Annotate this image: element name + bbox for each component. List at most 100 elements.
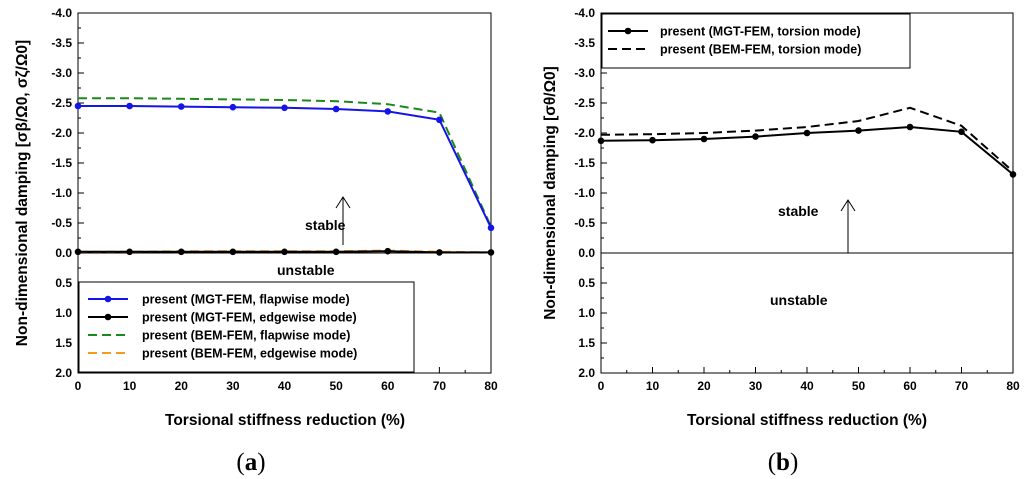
data-point xyxy=(229,103,237,111)
data-point xyxy=(332,248,340,256)
data-point xyxy=(229,248,237,256)
y-tick-label: 1.0 xyxy=(55,306,72,320)
unstable-label-b: unstable xyxy=(770,292,828,308)
stable-label-b: stable xyxy=(778,203,819,219)
x-axis-title-a: Torsional stiffness reduction (%) xyxy=(165,412,405,429)
stable-arrow-a xyxy=(335,196,351,245)
x-tick-label: 60 xyxy=(381,379,395,393)
y-tick-label: -2.5 xyxy=(574,96,595,110)
y-tick-label: -2.0 xyxy=(51,126,72,140)
panel-b: -4.0 -3.5 -3.0 -2.5 -2.0 -1.5 -1.0 -0.5 0.0 0.5 1.… xyxy=(542,6,1020,476)
panel-letter-b: b xyxy=(776,449,790,476)
data-point xyxy=(487,249,495,256)
data-point xyxy=(436,116,443,124)
y-tick-label: -3.5 xyxy=(574,36,595,50)
data-point xyxy=(597,137,605,145)
y-tick-label: -1.5 xyxy=(574,156,595,170)
y-tick-label: -0.5 xyxy=(574,216,595,230)
x-tick-label: 70 xyxy=(955,379,969,393)
data-point xyxy=(649,136,656,144)
y-tick-label: -1.5 xyxy=(51,156,72,170)
x-ticks-a: 0 10 20 30 40 50 60 70 80 xyxy=(75,367,498,393)
y-tick-label: 1.0 xyxy=(578,306,595,320)
data-point xyxy=(958,128,965,136)
data-point xyxy=(855,127,862,134)
y-tick-label: -4.0 xyxy=(51,6,72,20)
x-tick-label: 60 xyxy=(903,379,917,393)
series-b xyxy=(597,106,1017,178)
stable-arrow-b xyxy=(840,199,856,253)
x-tick-label: 30 xyxy=(749,379,763,393)
data-point xyxy=(752,133,759,140)
y-tick-label: 1.5 xyxy=(55,336,72,350)
legend-label: present (BEM-FEM, torsion mode) xyxy=(660,43,861,57)
legend-b: present (MGT-FEM, torsion mode) present (… xyxy=(601,13,911,69)
data-point xyxy=(74,102,82,110)
legend-label: present (MGT-FEM, edgewise mode) xyxy=(142,311,357,325)
y-ticks-b: -4.0 -3.5 -3.0 -2.5 -2.0 -1.5 -1.0 -0.5 0.0 0.5 1.… xyxy=(574,6,607,380)
stable-label-a: stable xyxy=(305,217,346,233)
y-tick-label: -3.5 xyxy=(51,36,72,50)
legend-label: present (MGT-FEM, flapwise mode) xyxy=(142,293,350,307)
x-axis-title-b: Torsional stiffness reduction (%) xyxy=(687,412,927,429)
panel-a: -4.0 -3.5 -3.0 -2.5 -2.0 -1.5 -1.0 -0.5 0.0 0.5 1.… xyxy=(14,6,498,476)
y-tick-label: -2.5 xyxy=(51,96,72,110)
data-point xyxy=(281,248,288,256)
y-tick-label: 0.5 xyxy=(578,276,595,290)
y-axis-title-a: Non-dimensional damping [σβ/Ω0, σζ/Ω0] xyxy=(14,40,31,346)
panel-label-a: (a) xyxy=(236,449,265,476)
data-point xyxy=(1009,171,1017,178)
legend-label: present (MGT-FEM, torsion mode) xyxy=(660,25,861,39)
data-point xyxy=(177,103,185,110)
data-point xyxy=(281,104,288,112)
data-point xyxy=(436,249,443,256)
data-point xyxy=(332,105,340,113)
x-ticks-b: 0 10 20 30 40 50 60 70 80 xyxy=(598,367,1020,393)
legend-label: present (BEM-FEM, edgewise mode) xyxy=(142,347,357,361)
legend-a: present (MGT-FEM, flapwise mode) present … xyxy=(78,281,415,373)
data-point xyxy=(74,248,82,256)
series-line xyxy=(78,97,492,228)
x-tick-label: 20 xyxy=(697,379,711,393)
y-tick-label: 0.5 xyxy=(55,276,72,290)
legend-box-b xyxy=(601,13,911,69)
data-point xyxy=(126,102,133,110)
data-point xyxy=(906,123,914,131)
x-tick-label: 0 xyxy=(598,379,605,393)
x-tick-label: 40 xyxy=(278,379,292,393)
y-tick-label: -3.0 xyxy=(574,66,595,80)
x-tick-label: 10 xyxy=(123,379,137,393)
y-tick-label: 2.0 xyxy=(55,366,72,380)
data-point xyxy=(126,248,133,256)
y-axis-title-b: Non-dimensional damping [σθ/Ω0] xyxy=(542,66,559,320)
panel-label-b: (b) xyxy=(768,449,799,476)
y-tick-label: -1.0 xyxy=(574,186,595,200)
panel-letter-a: a xyxy=(245,449,258,476)
legend-label: present (BEM-FEM, flapwise mode) xyxy=(142,329,350,343)
x-tick-label: 40 xyxy=(800,379,814,393)
x-tick-label: 30 xyxy=(226,379,240,393)
y-tick-label: -0.5 xyxy=(51,216,72,230)
y-tick-label: -4.0 xyxy=(574,6,595,20)
x-tick-label: 50 xyxy=(852,379,866,393)
legend-marker xyxy=(104,313,112,321)
series-a xyxy=(74,97,495,256)
x-tick-label: 20 xyxy=(175,379,189,393)
data-point xyxy=(487,224,495,232)
x-tick-label: 80 xyxy=(484,379,498,393)
x-tick-label: 70 xyxy=(433,379,447,393)
y-tick-label: -2.0 xyxy=(574,126,595,140)
data-point xyxy=(803,129,811,137)
y-tick-label: -3.0 xyxy=(51,66,72,80)
y-ticks-a: -4.0 -3.5 -3.0 -2.5 -2.0 -1.5 -1.0 -0.5 0.0 0.5 1.… xyxy=(51,6,84,380)
x-tick-label: 0 xyxy=(75,379,82,393)
legend-marker xyxy=(104,295,112,303)
series-line xyxy=(78,105,492,229)
x-tick-label: 50 xyxy=(329,379,343,393)
x-tick-label: 10 xyxy=(646,379,660,393)
y-tick-label: 0.0 xyxy=(55,246,72,260)
y-tick-label: 1.5 xyxy=(578,336,595,350)
data-point xyxy=(700,135,708,143)
unstable-label-a: unstable xyxy=(277,262,335,278)
